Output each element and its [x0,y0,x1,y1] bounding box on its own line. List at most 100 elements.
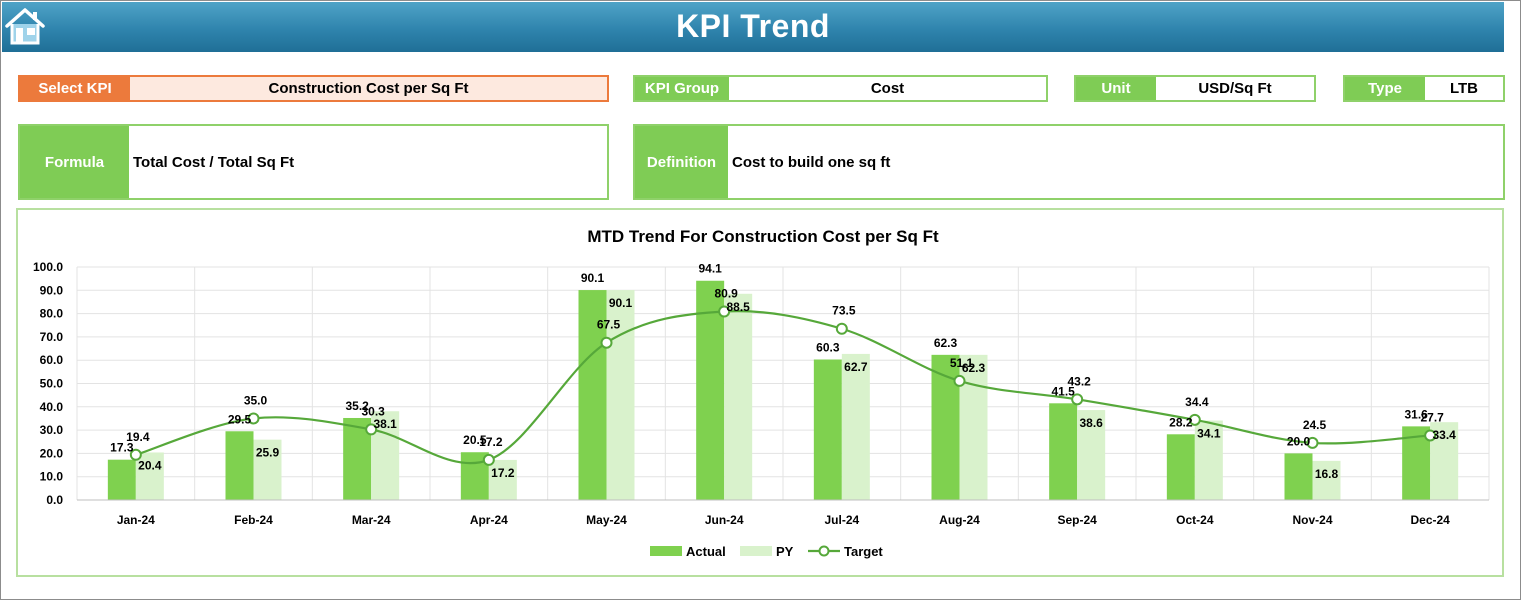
x-tick-label: Dec-24 [1410,513,1450,527]
formula-box [18,124,609,200]
definition-label: Definition [635,126,728,198]
data-label-target: 51.1 [950,356,974,370]
y-tick-label: 0.0 [46,493,63,507]
x-tick-label: Nov-24 [1292,513,1332,527]
data-label-py: 62.7 [844,360,868,374]
legend-swatch-actual [650,546,682,556]
data-label-target: 73.5 [832,304,856,318]
y-tick-label: 90.0 [40,283,64,297]
data-label-actual: 31.6 [1404,407,1428,421]
x-tick-label: Jun-24 [705,513,744,527]
y-tick-label: 100.0 [33,260,63,274]
unit-box [1074,75,1316,102]
definition-box [633,124,1505,200]
data-label-py: 20.4 [138,458,162,472]
bar-actual [107,459,136,500]
y-tick-label: 50.0 [40,377,64,391]
data-label-actual: 90.1 [581,271,605,285]
chart-panel: MTD Trend For Construction Cost per Sq F… [16,208,1504,577]
x-tick-label: Feb-24 [234,513,273,527]
x-tick-label: Apr-24 [470,513,508,527]
data-label-target: 30.3 [361,404,385,418]
bar-actual [578,290,607,500]
bar-py [606,290,635,500]
data-label-actual: 20.5 [463,433,487,447]
definition-value: Cost to build one sq ft [728,126,1502,198]
header-banner: KPI Trend [2,2,1504,52]
bar-py [841,353,870,500]
y-tick-label: 20.0 [40,446,64,460]
data-label-target: 43.2 [1067,374,1091,388]
x-tick-label: Aug-24 [939,513,980,527]
trend-chart: MTD Trend For Construction Cost per Sq F… [33,227,1490,559]
home-icon[interactable] [4,6,46,46]
type-box [1343,75,1505,102]
data-label-target: 17.2 [479,435,503,449]
data-label-target: 24.5 [1303,418,1327,432]
data-label-py: 88.5 [726,300,750,314]
data-label-target: 67.5 [597,318,621,332]
bar-py [1077,410,1106,500]
kpi-group-value: Cost [729,77,1046,100]
data-label-actual: 35.2 [345,399,369,413]
bar-actual [696,280,725,500]
data-label-actual: 62.3 [934,336,958,350]
target-point [482,453,495,466]
type-value: LTB [1425,77,1503,100]
target-point [1188,413,1201,426]
data-label-actual: 17.3 [110,441,134,455]
data-label-actual: 60.3 [816,341,840,355]
target-point [835,322,848,335]
x-tick-label: Jan-24 [117,513,155,527]
legend-label-target: Target [844,544,883,559]
data-label-py: 38.1 [373,417,397,431]
legend-label-py: PY [776,544,794,559]
select-kpi-dropdown[interactable]: Construction Cost per Sq Ft [130,77,607,100]
data-label-actual: 41.5 [1051,384,1075,398]
data-label-target: 35.0 [244,393,268,407]
target-point [1071,393,1084,406]
select-kpi-label: Select KPI [20,77,130,100]
target-point [718,305,731,318]
data-label-actual: 20.0 [1287,434,1311,448]
formula-label: Formula [20,126,129,198]
type-label: Type [1345,77,1425,100]
y-tick-label: 10.0 [40,470,64,484]
bar-py [135,452,164,500]
target-point [953,374,966,387]
bar-py [724,293,753,500]
data-label-target: 34.4 [1185,395,1209,409]
data-label-target: 80.9 [714,287,738,301]
bar-py [253,439,282,500]
bar-actual [1166,434,1195,500]
y-tick-label: 30.0 [40,423,64,437]
legend-marker-target [818,545,830,557]
data-label-actual: 94.1 [698,262,722,276]
page-title: KPI Trend [676,8,830,44]
unit-value: USD/Sq Ft [1156,77,1314,100]
data-label-py: 62.3 [962,361,986,375]
bar-actual [1284,453,1313,500]
bar-py [1312,460,1341,500]
data-label-actual: 28.2 [1169,415,1193,429]
kpi-group-label: KPI Group [635,77,729,100]
chart-title: MTD Trend For Construction Cost per Sq F… [587,227,939,246]
x-tick-label: Mar-24 [352,513,391,527]
target-point [1306,436,1319,449]
data-label-py: 38.6 [1079,416,1103,430]
kpi-group-box [633,75,1048,102]
bar-py [959,354,988,500]
bar-py [1194,420,1223,500]
data-label-target: 19.4 [126,430,150,444]
x-tick-label: Oct-24 [1176,513,1214,527]
bar-py [488,459,517,500]
target-point [247,412,260,425]
data-label-py: 90.1 [609,296,633,310]
data-label-py: 25.9 [256,446,280,460]
bar-actual [225,431,254,500]
target-point [129,448,142,461]
x-tick-label: May-24 [586,513,627,527]
y-tick-label: 40.0 [40,400,64,414]
x-tick-label: Sep-24 [1057,513,1097,527]
select-kpi-box [18,75,609,102]
